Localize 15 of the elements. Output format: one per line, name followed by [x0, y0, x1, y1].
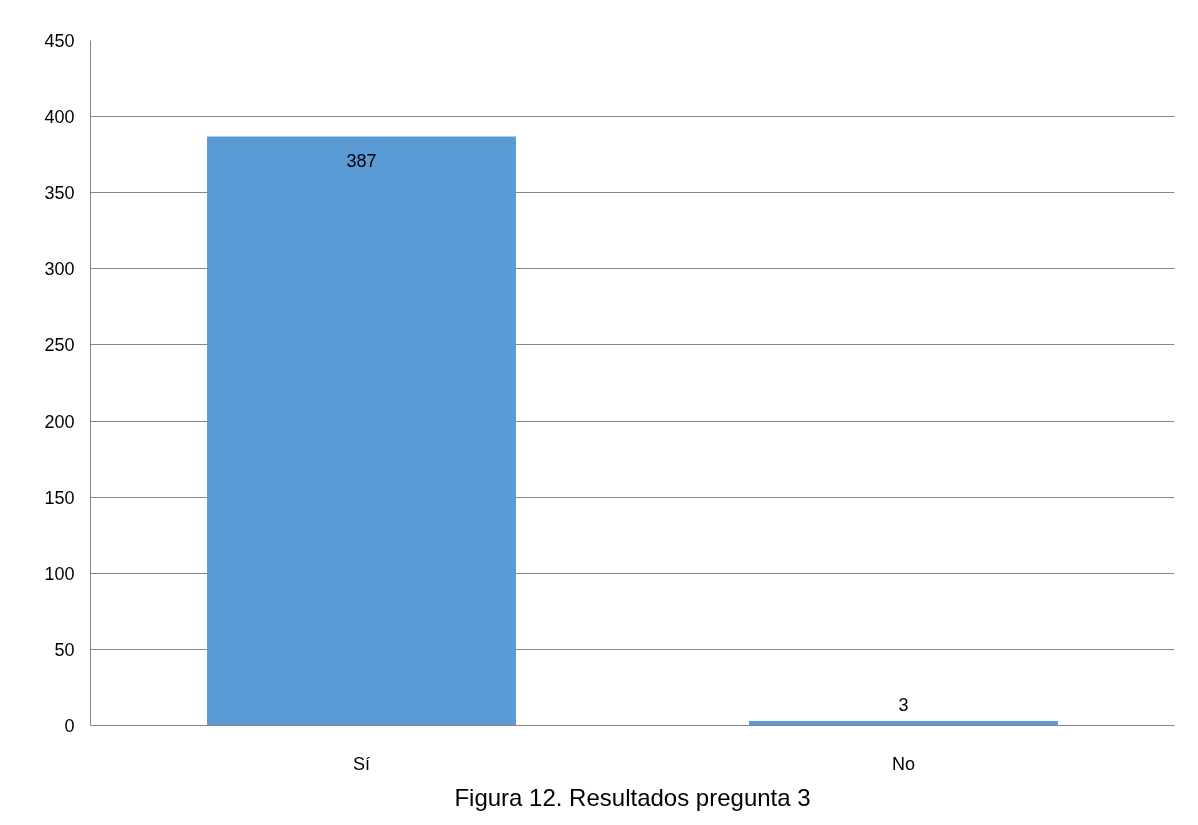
y-tick-label: 50 [54, 639, 75, 660]
y-tick-label: 0 [64, 716, 75, 736]
text: Figura 12. Resultados pregunta 3 [454, 783, 811, 811]
y-tick-label: 300 [44, 259, 75, 280]
y-tick-label: 250 [44, 335, 75, 356]
y-tick-label: 100 [44, 563, 75, 584]
y-tick-label: 200 [44, 411, 75, 432]
y-tick-label: 150 [44, 487, 75, 508]
x-tick-label: No [892, 753, 916, 774]
y-tick-label: 350 [44, 183, 75, 204]
x-tick-label: Sí [353, 753, 371, 774]
y-tick-label: 450 [44, 31, 75, 51]
data-label: 387 [346, 151, 377, 172]
data-label: 3 [898, 694, 909, 715]
y-tick-label: 400 [44, 107, 75, 128]
